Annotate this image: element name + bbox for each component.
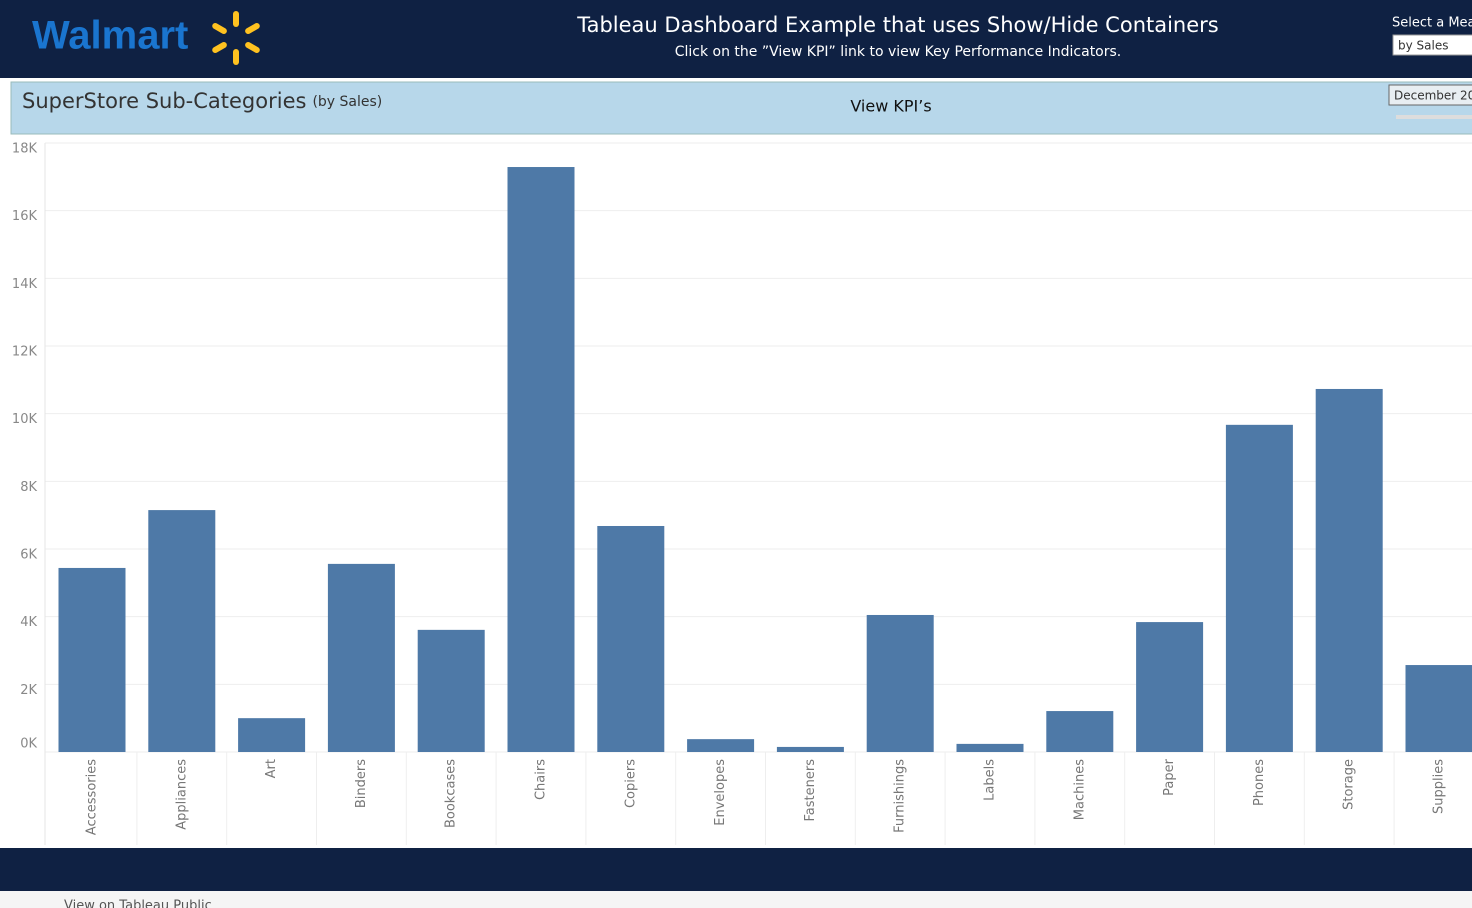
bar <box>1225 424 1293 752</box>
header-bar <box>0 0 1472 78</box>
x-tick-label: Appliances <box>174 759 189 830</box>
x-tick-label: Chairs <box>534 759 549 800</box>
x-tick-label: Storage <box>1342 759 1357 810</box>
y-tick-label: 8K <box>20 480 37 495</box>
x-tick-label: Furnishings <box>893 759 908 833</box>
y-tick-label: 6K <box>20 548 37 563</box>
x-tick-label: Fasteners <box>803 759 818 822</box>
x-tick-label: Bookcases <box>444 759 459 828</box>
toolbar <box>0 891 1472 908</box>
footer-bar <box>0 848 1472 891</box>
y-tick-label: 10K <box>12 412 38 427</box>
logo: Walmart <box>32 14 188 58</box>
x-tick-label: Paper <box>1162 758 1177 795</box>
measure-value[interactable]: by Sales <box>1398 39 1448 53</box>
x-tick-label: Supplies <box>1432 759 1447 814</box>
y-tick-label: 0K <box>20 737 37 752</box>
panel-title: SuperStore Sub-Categories (by Sales) <box>22 89 382 113</box>
y-tick-label: 18K <box>12 142 38 157</box>
bar <box>58 567 126 752</box>
panel-title-note: (by Sales) <box>312 94 382 110</box>
x-tick-label: Copiers <box>623 759 638 808</box>
view-kpi-link[interactable]: View KPI’s <box>850 97 931 116</box>
logo-spark <box>212 11 260 65</box>
y-tick-label: 4K <box>20 615 37 630</box>
bar <box>1405 665 1472 752</box>
dashboard-subtitle: Click on the ”View KPI” link to view Key… <box>675 44 1122 60</box>
bar <box>687 739 755 752</box>
bar <box>956 743 1024 752</box>
y-tick-label: 16K <box>12 209 38 224</box>
bar <box>776 746 844 752</box>
bar <box>1046 711 1114 752</box>
x-tick-label: Machines <box>1072 759 1087 820</box>
bar <box>417 629 485 752</box>
bar <box>866 614 934 752</box>
bar <box>597 525 665 752</box>
x-tick-label: Art <box>264 759 279 778</box>
chart: 0K 2K 4K 6K 8K 10K 12K 14K 16K 18K Accessories Appl… <box>12 142 1472 845</box>
y-tick-label: 14K <box>12 277 38 292</box>
x-tick-label: Labels <box>983 759 998 801</box>
panel-bar <box>10 81 1472 135</box>
bar <box>1315 388 1383 752</box>
x-tick-label: Envelopes <box>713 759 728 826</box>
x-tick-label: Phones <box>1252 759 1267 806</box>
y-tick-label: 12K <box>12 345 38 360</box>
bar <box>327 563 395 752</box>
measure-dropdown[interactable] <box>1392 34 1472 56</box>
bar <box>1136 622 1204 752</box>
date-filter[interactable] <box>1388 84 1472 106</box>
bar <box>238 718 306 752</box>
x-tick-label: Binders <box>354 759 369 808</box>
date-filter-text[interactable]: December 20 <box>1394 89 1472 103</box>
panel-title-text: SuperStore Sub-Categories <box>22 89 306 113</box>
date-slider[interactable] <box>1396 115 1472 119</box>
dashboard-title: Tableau Dashboard Example that uses Show… <box>576 13 1219 37</box>
tableau-public-link[interactable]: View on Tableau Public <box>64 899 212 908</box>
y-tick-label: 2K <box>20 683 37 698</box>
bar <box>148 510 216 752</box>
x-tick-label: Accessories <box>85 759 100 835</box>
measure-label: Select a Mea <box>1392 16 1472 31</box>
bar <box>507 167 575 752</box>
